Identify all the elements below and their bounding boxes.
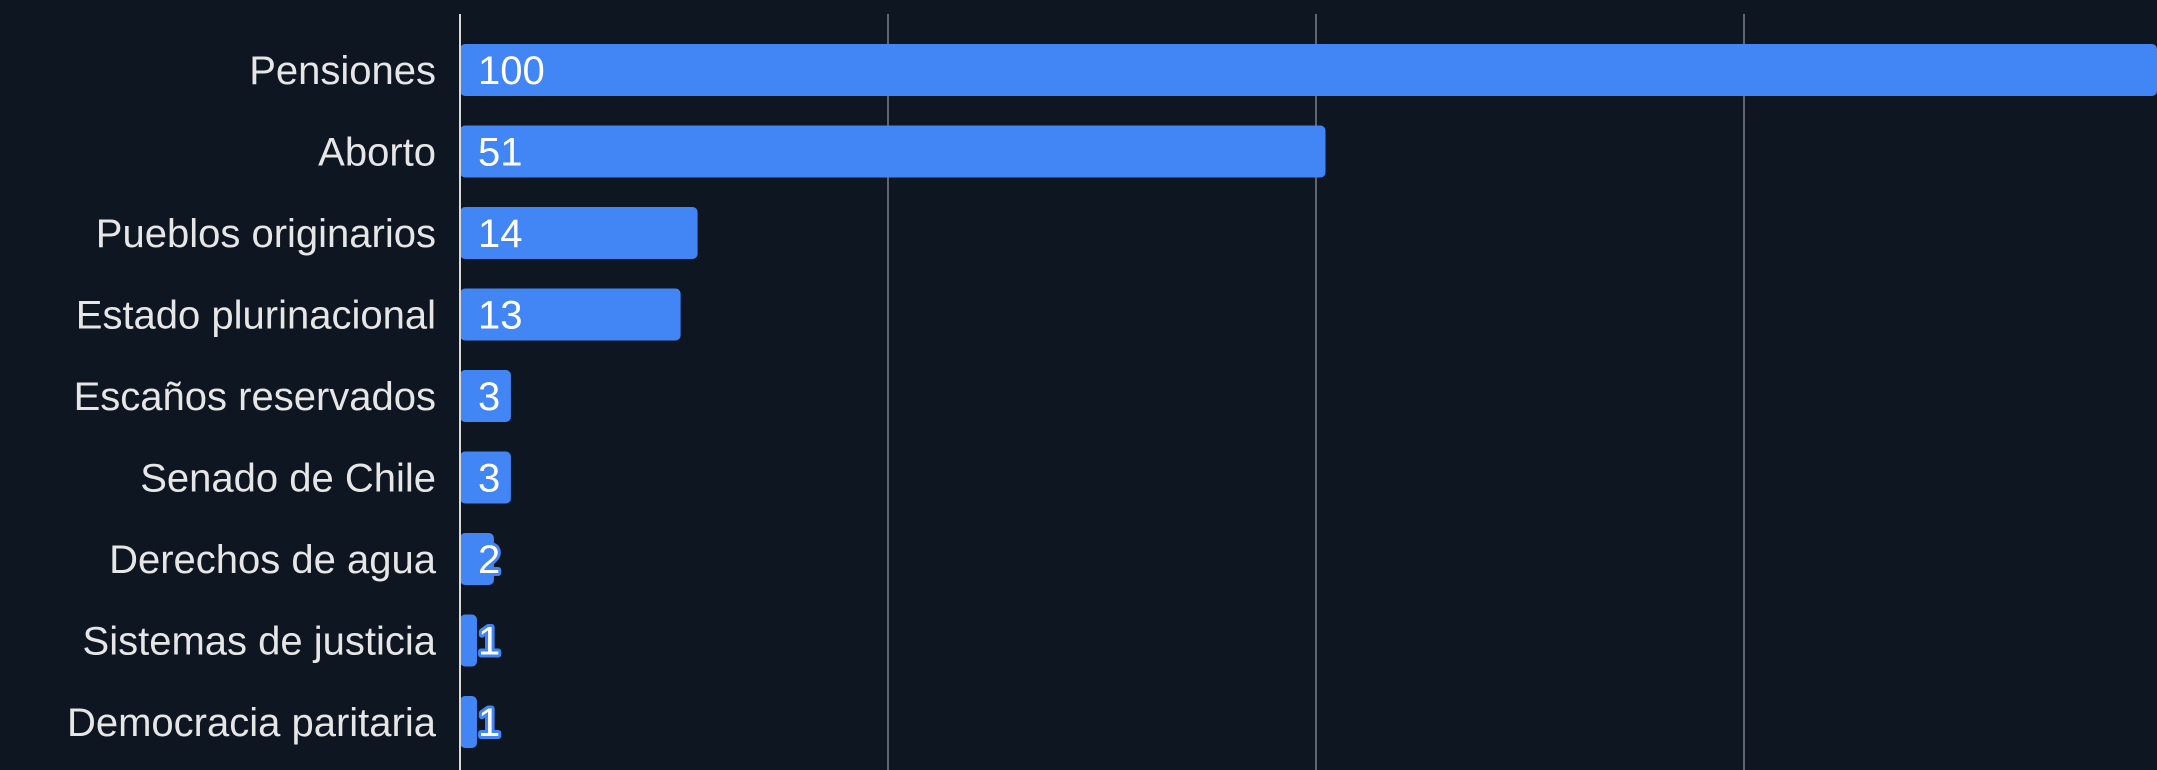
data-label: 13 (478, 294, 523, 338)
data-label: 1 (478, 620, 500, 664)
category-label: Pueblos originarios (96, 212, 436, 256)
bar (460, 125, 1326, 178)
value-labels: 100 51 14 13 3 3 2 1 1 (475, 46, 548, 748)
category-label: Democracia paritaria (67, 701, 437, 745)
data-label: 100 (478, 49, 545, 93)
data-label: 3 (478, 457, 500, 501)
category-label: Sistemas de justicia (83, 620, 437, 664)
bar (460, 370, 511, 422)
data-label: 51 (478, 131, 523, 175)
bar (460, 614, 477, 667)
bar (460, 288, 681, 341)
category-label: Aborto (318, 131, 436, 175)
category-label: Pensiones (249, 49, 436, 93)
category-label: Senado de Chile (140, 457, 436, 501)
category-label: Escaños reservados (74, 375, 436, 419)
bar (460, 533, 494, 585)
category-label: Derechos de agua (109, 538, 437, 582)
bar (460, 451, 511, 504)
bar (460, 207, 698, 259)
bars (460, 44, 2157, 748)
category-labels: Pensiones Aborto Pueblos originarios Estado… (67, 49, 437, 745)
bar (460, 44, 2157, 96)
bar (460, 696, 477, 748)
data-label: 1 (478, 701, 500, 745)
category-label: Estado plurinacional (76, 294, 436, 338)
data-label: 3 (478, 375, 500, 419)
data-label: 14 (478, 212, 523, 256)
data-label: 2 (478, 538, 500, 582)
